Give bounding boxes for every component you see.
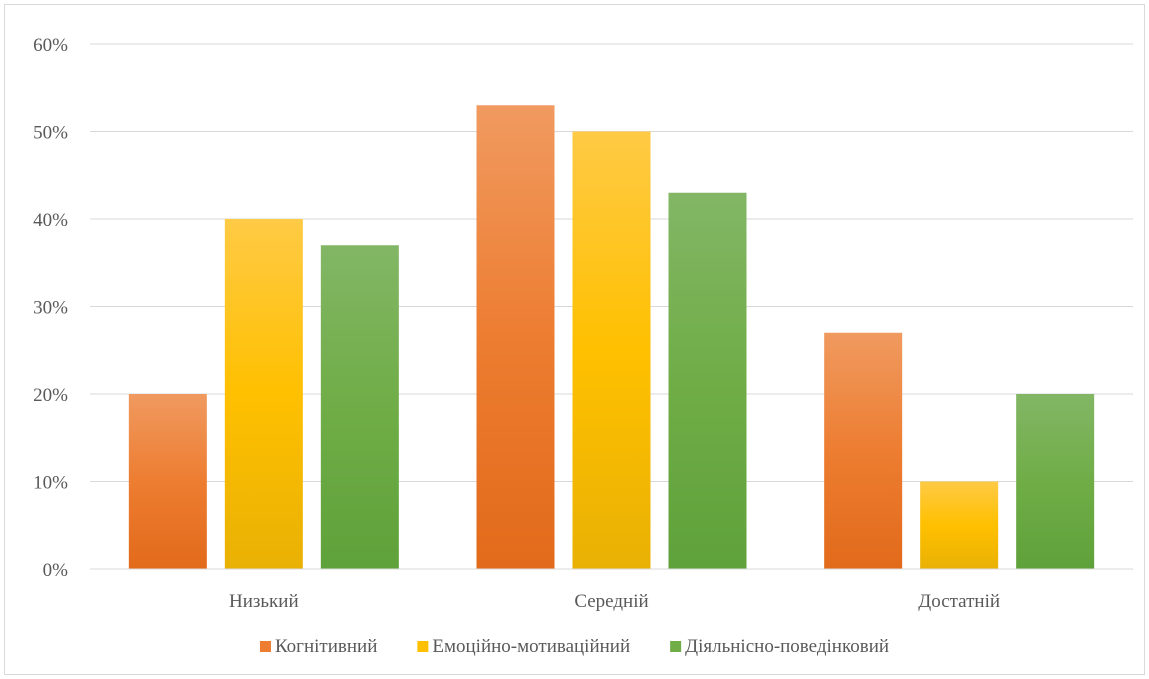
bar	[320, 245, 399, 569]
bar	[1016, 394, 1095, 569]
bar	[128, 394, 207, 569]
y-tick-label: 30%	[33, 298, 68, 319]
legend: Когнітивний Емоційно-мотиваційний Діяльніс…	[259, 636, 889, 657]
y-axis-tick-labels: 0% 10% 20% 30% 40% 50% 60%	[33, 35, 68, 581]
bar	[224, 219, 303, 569]
x-category-label: Низький	[229, 591, 299, 612]
bar	[572, 131, 651, 569]
y-tick-label: 50%	[33, 123, 68, 144]
legend-label: Діяльнісно-поведінковий	[685, 636, 889, 657]
legend-label: Емоційно-мотиваційний	[432, 636, 630, 657]
y-tick-label: 20%	[33, 385, 68, 406]
y-tick-label: 60%	[33, 35, 68, 56]
bar	[476, 105, 555, 569]
legend-swatch	[417, 641, 429, 652]
legend-swatch	[259, 641, 271, 652]
y-tick-label: 0%	[43, 560, 69, 581]
legend-item: Емоційно-мотиваційний	[417, 636, 630, 657]
y-tick-label: 10%	[33, 473, 68, 494]
legend-item: Когнітивний	[259, 636, 377, 657]
legend-label: Когнітивний	[275, 636, 377, 657]
bar	[824, 332, 903, 569]
bars	[128, 105, 1095, 569]
legend-item: Діяльнісно-поведінковий	[670, 636, 889, 657]
bar	[920, 481, 999, 569]
x-axis: Низький Середній Достатній	[90, 568, 1133, 612]
y-tick-label: 40%	[33, 210, 68, 231]
legend-swatch	[670, 641, 682, 652]
x-category-label: Достатній	[918, 591, 1000, 612]
bar	[668, 192, 747, 569]
x-category-label: Середній	[574, 591, 648, 612]
